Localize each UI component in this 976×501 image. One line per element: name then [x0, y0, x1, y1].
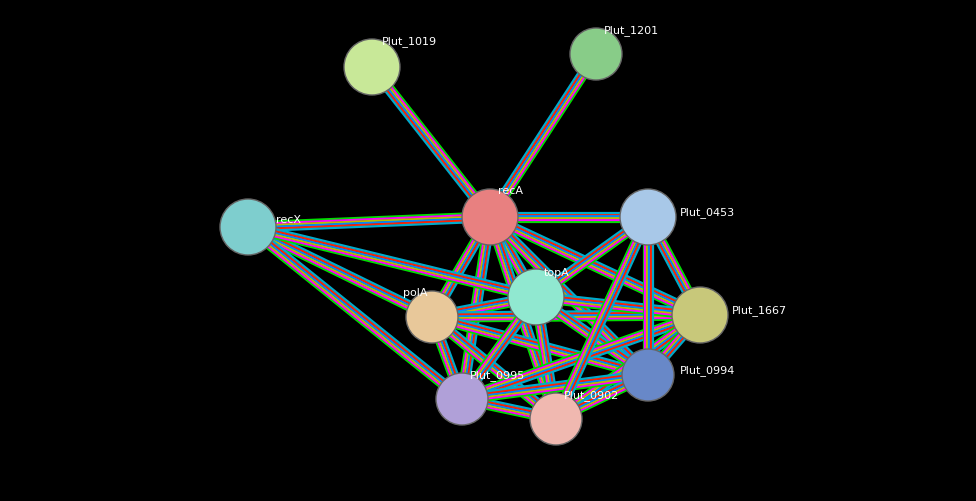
- Text: recX: recX: [276, 214, 301, 224]
- Circle shape: [220, 199, 276, 256]
- Circle shape: [508, 270, 564, 325]
- Circle shape: [406, 292, 458, 343]
- Text: topA: topA: [544, 268, 570, 278]
- Text: recA: recA: [498, 186, 523, 195]
- Text: Plut_0995: Plut_0995: [470, 369, 525, 380]
- Circle shape: [462, 189, 518, 245]
- Circle shape: [570, 29, 622, 81]
- Text: polA: polA: [403, 288, 428, 298]
- Text: Plut_1201: Plut_1201: [604, 25, 659, 36]
- Circle shape: [436, 373, 488, 425]
- Circle shape: [620, 189, 676, 245]
- Text: Plut_0902: Plut_0902: [564, 389, 619, 400]
- Text: Plut_0453: Plut_0453: [680, 207, 735, 218]
- Circle shape: [672, 288, 728, 343]
- Text: Plut_0994: Plut_0994: [680, 365, 735, 376]
- Circle shape: [622, 349, 674, 401]
- Text: Plut_1019: Plut_1019: [382, 36, 437, 47]
- Text: Plut_1667: Plut_1667: [732, 305, 787, 316]
- Circle shape: [344, 40, 400, 96]
- Circle shape: [530, 393, 582, 445]
